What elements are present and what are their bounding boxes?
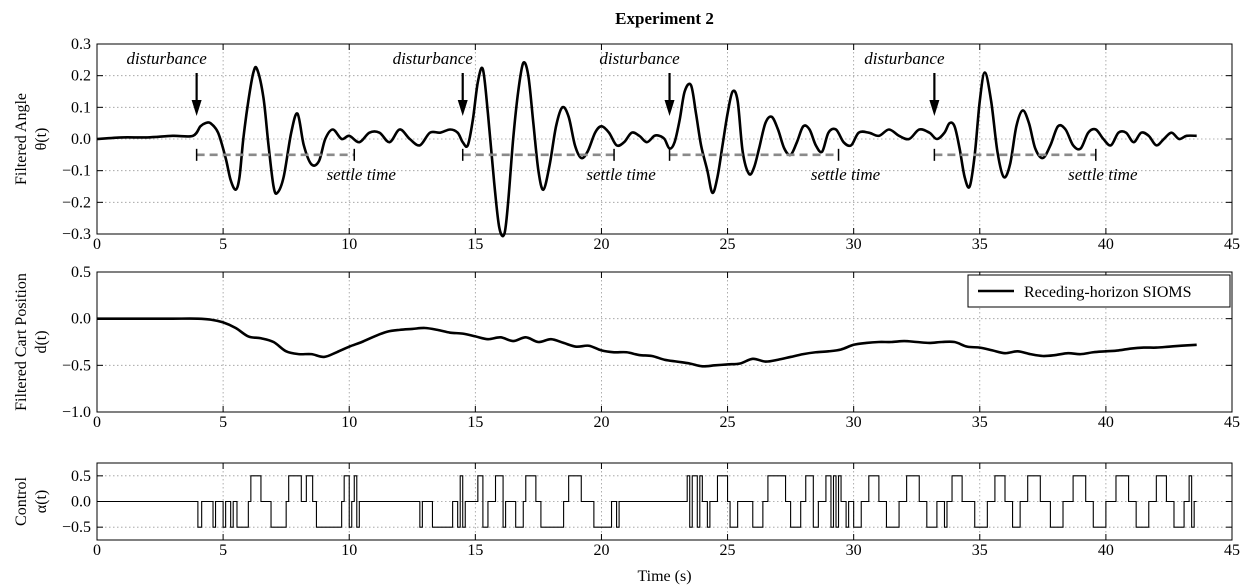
x-tick-label: 35 — [972, 414, 988, 431]
disturbance-annotation: disturbance — [864, 49, 945, 116]
x-tick-label: 45 — [1224, 236, 1240, 253]
x-tick-label: 15 — [467, 236, 483, 253]
legend-label: Receding-horizon SIOMS — [1024, 284, 1192, 301]
y-tick-label: −0.5 — [62, 357, 91, 374]
settle-time-label: settle time — [1068, 165, 1138, 184]
chart-position: 0 5 10 15 20 25 30 35 40 45 −1.0 −0.5 0.0 0.5 Filtered… — [13, 264, 1240, 431]
x-tick-label: 25 — [720, 414, 736, 431]
x-tick-label: 40 — [1098, 414, 1114, 431]
x-tick-label: 0 — [93, 236, 101, 253]
disturbance-label: disturbance — [599, 49, 680, 68]
settle-time-annotation: settle time — [461, 148, 656, 184]
y-tick-label: 0.3 — [71, 36, 91, 53]
disturbance-annotation: disturbance — [126, 49, 207, 116]
y-axis-title: Filtered Angle — [13, 93, 30, 185]
disturbance-arrow-head — [457, 100, 468, 116]
disturbance-arrow-head — [664, 100, 675, 116]
x-tick-label: 30 — [846, 414, 862, 431]
y-tick-label: −0.5 — [62, 519, 91, 536]
x-tick-label: 45 — [1224, 414, 1240, 431]
x-tick-label: 35 — [972, 542, 988, 559]
disturbance-label: disturbance — [864, 49, 945, 68]
y-axis-symbol: α(t) — [33, 490, 50, 513]
disturbance-arrow-head — [929, 100, 940, 116]
y-axis-symbol: θ(t) — [33, 128, 50, 151]
x-tick-label: 10 — [341, 414, 357, 431]
y-tick-label: −0.3 — [62, 226, 91, 243]
settle-time-annotation: settle time — [933, 148, 1138, 184]
y-tick-label: 0.0 — [71, 311, 91, 328]
x-tick-label: 10 — [341, 236, 357, 253]
y-tick-label: 0.0 — [71, 131, 91, 148]
y-tick-label: −0.1 — [62, 163, 91, 180]
y-tick-label: −0.2 — [62, 194, 91, 211]
x-tick-label: 15 — [467, 414, 483, 431]
chart-control: 0 5 10 15 20 25 30 35 40 45 −0.5 0.0 0.5 Control α(t) T… — [13, 462, 1240, 585]
y-axis-title: Control — [13, 477, 30, 526]
settle-time-annotation: settle time — [195, 148, 397, 184]
x-tick-label: 40 — [1098, 542, 1114, 559]
x-tick-label: 25 — [720, 236, 736, 253]
legend: Receding-horizon SIOMS — [967, 274, 1231, 308]
series-line-control — [97, 475, 1197, 528]
y-tick-label: 0.5 — [71, 264, 91, 281]
y-tick-label: 0.2 — [71, 68, 91, 85]
x-tick-label: 20 — [593, 236, 609, 253]
y-tick-label: 0.1 — [71, 99, 91, 116]
disturbance-annotation: disturbance — [393, 49, 474, 116]
y-tick-label: −1.0 — [62, 404, 91, 421]
x-tick-label: 15 — [467, 542, 483, 559]
settle-time-label: settle time — [327, 165, 397, 184]
series-line-position — [97, 317, 1197, 368]
y-tick-label: 0.0 — [71, 494, 91, 511]
x-tick-label: 40 — [1098, 236, 1114, 253]
y-axis-title: Filtered Cart Position — [13, 273, 30, 411]
disturbance-annotation: disturbance — [599, 49, 680, 116]
x-tick-label: 35 — [972, 236, 988, 253]
disturbance-label: disturbance — [393, 49, 474, 68]
x-tick-label: 0 — [93, 414, 101, 431]
x-tick-label: 45 — [1224, 542, 1240, 559]
x-tick-label: 20 — [593, 542, 609, 559]
x-tick-label: 10 — [341, 542, 357, 559]
y-tick-label: 0.5 — [71, 468, 91, 485]
chart-angle: 0 5 10 15 20 25 30 35 40 45 −0.3 −0.2 −0.1 0.0 0.1 0.2 0… — [13, 9, 1240, 253]
x-tick-label: 30 — [846, 236, 862, 253]
settle-time-annotation: settle time — [668, 148, 881, 184]
settle-time-label: settle time — [586, 165, 656, 184]
x-tick-label: 5 — [219, 542, 227, 559]
chart-title: Experiment 2 — [615, 9, 714, 28]
x-tick-label: 25 — [720, 542, 736, 559]
disturbance-arrow-head — [191, 100, 202, 116]
settle-time-label: settle time — [811, 165, 881, 184]
plot-frame-position — [96, 271, 1233, 413]
x-tick-label: 0 — [93, 542, 101, 559]
x-axis-title: Time (s) — [637, 568, 691, 585]
x-tick-label: 5 — [219, 414, 227, 431]
x-tick-label: 30 — [846, 542, 862, 559]
x-tick-label: 20 — [593, 414, 609, 431]
series-line-angle — [96, 61, 1197, 238]
y-axis-symbol: d(t) — [33, 330, 50, 353]
x-tick-label: 5 — [219, 236, 227, 253]
disturbance-label: disturbance — [126, 49, 207, 68]
